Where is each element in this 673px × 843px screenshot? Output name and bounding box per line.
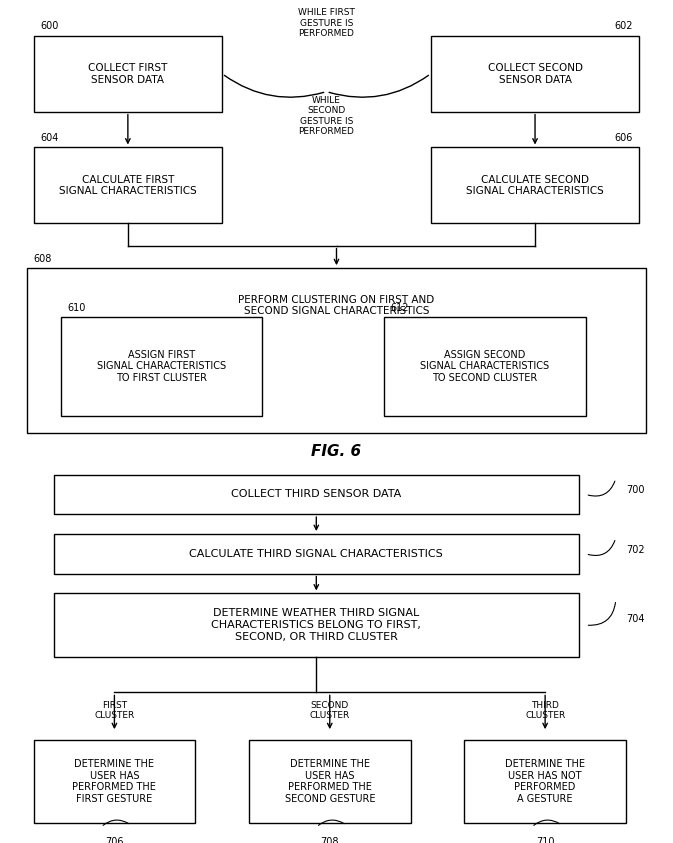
Text: FIRST
CLUSTER: FIRST CLUSTER — [94, 701, 135, 720]
Text: FIG. 6: FIG. 6 — [312, 443, 361, 459]
FancyBboxPatch shape — [61, 317, 262, 416]
Text: 702: 702 — [626, 545, 645, 555]
Text: 706: 706 — [105, 837, 124, 843]
Text: DETERMINE THE
USER HAS NOT
PERFORMED
A GESTURE: DETERMINE THE USER HAS NOT PERFORMED A G… — [505, 760, 585, 804]
Text: 600: 600 — [40, 21, 59, 31]
Text: ASSIGN SECOND
SIGNAL CHARACTERISTICS
TO SECOND CLUSTER: ASSIGN SECOND SIGNAL CHARACTERISTICS TO … — [420, 350, 549, 383]
Text: COLLECT THIRD SENSOR DATA: COLLECT THIRD SENSOR DATA — [232, 489, 401, 499]
FancyBboxPatch shape — [27, 268, 646, 433]
Text: WHILE
SECOND
GESTURE IS
PERFORMED: WHILE SECOND GESTURE IS PERFORMED — [298, 96, 355, 137]
FancyBboxPatch shape — [431, 148, 639, 223]
Text: 604: 604 — [40, 133, 59, 143]
Text: 612: 612 — [390, 303, 409, 313]
Text: CALCULATE FIRST
SIGNAL CHARACTERISTICS: CALCULATE FIRST SIGNAL CHARACTERISTICS — [59, 175, 197, 196]
Text: 610: 610 — [67, 303, 85, 313]
FancyBboxPatch shape — [34, 35, 222, 111]
FancyBboxPatch shape — [431, 35, 639, 111]
Text: CALCULATE THIRD SIGNAL CHARACTERISTICS: CALCULATE THIRD SIGNAL CHARACTERISTICS — [189, 549, 444, 559]
Text: 700: 700 — [626, 486, 644, 496]
FancyBboxPatch shape — [54, 475, 579, 514]
Text: 602: 602 — [614, 21, 633, 31]
Text: 708: 708 — [320, 837, 339, 843]
Text: 606: 606 — [614, 133, 633, 143]
FancyBboxPatch shape — [464, 740, 626, 823]
Text: DETERMINE THE
USER HAS
PERFORMED THE
SECOND GESTURE: DETERMINE THE USER HAS PERFORMED THE SEC… — [285, 760, 375, 804]
Text: COLLECT SECOND
SENSOR DATA: COLLECT SECOND SENSOR DATA — [487, 63, 583, 84]
Text: WHILE FIRST
GESTURE IS
PERFORMED: WHILE FIRST GESTURE IS PERFORMED — [298, 8, 355, 38]
Text: CALCULATE SECOND
SIGNAL CHARACTERISTICS: CALCULATE SECOND SIGNAL CHARACTERISTICS — [466, 175, 604, 196]
Text: DETERMINE THE
USER HAS
PERFORMED THE
FIRST GESTURE: DETERMINE THE USER HAS PERFORMED THE FIR… — [73, 760, 156, 804]
FancyBboxPatch shape — [384, 317, 586, 416]
Text: PERFORM CLUSTERING ON FIRST AND
SECOND SIGNAL CHARACTERISTICS: PERFORM CLUSTERING ON FIRST AND SECOND S… — [238, 295, 435, 316]
Text: 710: 710 — [536, 837, 555, 843]
Text: ASSIGN FIRST
SIGNAL CHARACTERISTICS
TO FIRST CLUSTER: ASSIGN FIRST SIGNAL CHARACTERISTICS TO F… — [97, 350, 226, 383]
FancyBboxPatch shape — [34, 740, 195, 823]
FancyBboxPatch shape — [54, 534, 579, 573]
FancyBboxPatch shape — [54, 593, 579, 657]
Text: COLLECT FIRST
SENSOR DATA: COLLECT FIRST SENSOR DATA — [88, 63, 168, 84]
Text: SECOND
CLUSTER: SECOND CLUSTER — [310, 701, 350, 720]
Text: 704: 704 — [626, 614, 644, 624]
FancyBboxPatch shape — [34, 148, 222, 223]
Text: THIRD
CLUSTER: THIRD CLUSTER — [525, 701, 565, 720]
Text: DETERMINE WEATHER THIRD SIGNAL
CHARACTERISTICS BELONG TO FIRST,
SECOND, OR THIRD: DETERMINE WEATHER THIRD SIGNAL CHARACTER… — [211, 609, 421, 642]
Text: 608: 608 — [34, 254, 52, 264]
FancyBboxPatch shape — [249, 740, 411, 823]
